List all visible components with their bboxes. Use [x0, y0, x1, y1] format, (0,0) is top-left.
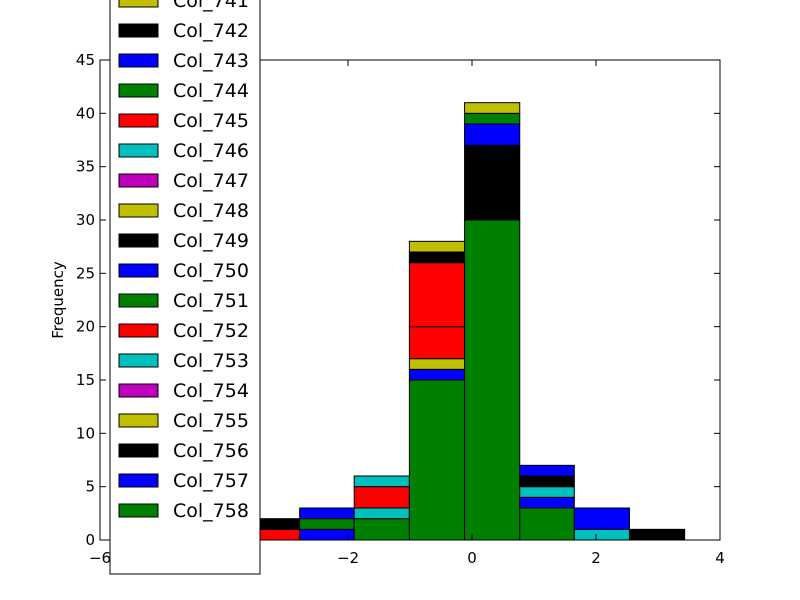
bar-segment-col-741: [408, 358, 466, 370]
legend-label: Col_755: [173, 410, 249, 432]
legend-label: Col_753: [173, 350, 249, 372]
legend-swatch: [118, 443, 159, 458]
bar-segment-col-746: [353, 475, 410, 488]
y-tick-label: 30: [76, 211, 95, 229]
legend-label: Col_741: [173, 0, 249, 12]
legend: Col_741 Col_742 Col_743 Col_744 Col_745 Col_7…: [109, 0, 261, 575]
legend-swatch: [118, 413, 159, 428]
bar-segment-col-743: [573, 507, 630, 530]
legend-label: Col_744: [173, 80, 249, 102]
legend-swatch: [118, 263, 159, 278]
legend-swatch: [118, 503, 159, 518]
bar-segment-col-743: [464, 123, 521, 146]
bar-segment-col-744: [519, 507, 575, 541]
bar-segment-col-743: [519, 496, 575, 509]
legend-swatch: [118, 473, 159, 488]
y-tick-label: 0: [85, 531, 95, 549]
y-tick-label: 5: [85, 478, 95, 496]
legend-swatch: [118, 143, 159, 158]
legend-swatch: [118, 353, 159, 368]
legend-label: Col_749: [173, 230, 249, 252]
bar-segment-col-742: [464, 144, 521, 221]
bar-segment-col-743: [299, 528, 355, 541]
bar-segment-col-745: [408, 326, 466, 360]
x-tick-label: −6: [89, 549, 111, 567]
bars-layer: [133, 102, 686, 541]
y-tick-label: 35: [76, 158, 95, 176]
legend-label: Col_745: [173, 110, 249, 132]
legend-label: Col_756: [173, 440, 249, 462]
legend-label: Col_754: [173, 380, 249, 402]
bar-segment-col-743: [299, 507, 355, 520]
legend-swatch: [118, 0, 159, 8]
legend-swatch: [118, 323, 159, 338]
bar-segment-col-744: [299, 518, 355, 530]
bar-segment-col-743: [408, 368, 466, 381]
bar-segment-col-744: [408, 379, 466, 541]
bar-segment-col-742: [628, 528, 686, 541]
legend-label: Col_751: [173, 290, 249, 312]
y-tick-label: 25: [76, 264, 95, 282]
legend-label: Col_746: [173, 140, 249, 162]
bar-segment-col-752: [408, 262, 466, 328]
legend-label: Col_758: [173, 500, 249, 522]
bar-segment-col-744: [464, 219, 521, 541]
legend-label: Col_747: [173, 170, 249, 192]
bar-segment-col-746: [519, 486, 575, 498]
x-tick-label: 2: [591, 549, 601, 567]
bar-segment-col-749: [408, 251, 466, 264]
legend-label: Col_748: [173, 200, 249, 222]
bar-segment-col-748: [408, 240, 466, 253]
bar-segment-col-746: [353, 507, 410, 520]
legend-swatch: [118, 173, 159, 188]
bar-segment-col-744: [464, 112, 521, 125]
bar-segment-col-743: [519, 464, 575, 477]
bar-segment-col-744: [353, 518, 410, 541]
bar-segment-col-745: [353, 486, 410, 509]
y-tick-label: 15: [76, 371, 95, 389]
y-tick-label: 10: [76, 424, 95, 442]
legend-swatch: [118, 83, 159, 98]
legend-swatch: [118, 23, 159, 38]
bar-segment-col-742: [519, 475, 575, 488]
legend-swatch: [118, 233, 159, 248]
x-tick-label: −2: [337, 549, 359, 567]
legend-label: Col_752: [173, 320, 249, 342]
legend-label: Col_742: [173, 20, 249, 42]
legend-swatch: [118, 113, 159, 128]
legend-label: Col_757: [173, 470, 249, 492]
bar-segment-col-746: [573, 528, 630, 541]
legend-label: Col_750: [173, 260, 249, 282]
legend-swatch: [118, 293, 159, 308]
legend-swatch: [118, 53, 159, 68]
y-axis-label: Frequency: [49, 261, 67, 339]
y-tick-label: 45: [76, 51, 95, 69]
legend-swatch: [118, 203, 159, 218]
legend-label: Col_743: [173, 50, 249, 72]
x-tick-label: 4: [715, 549, 725, 567]
bar-segment-col-741: [464, 102, 521, 114]
legend-swatch: [118, 383, 159, 398]
y-tick-label: 40: [76, 104, 95, 122]
y-tick-label: 20: [76, 318, 95, 336]
x-tick-label: 0: [467, 549, 477, 567]
plot-frame: [99, 59, 721, 541]
